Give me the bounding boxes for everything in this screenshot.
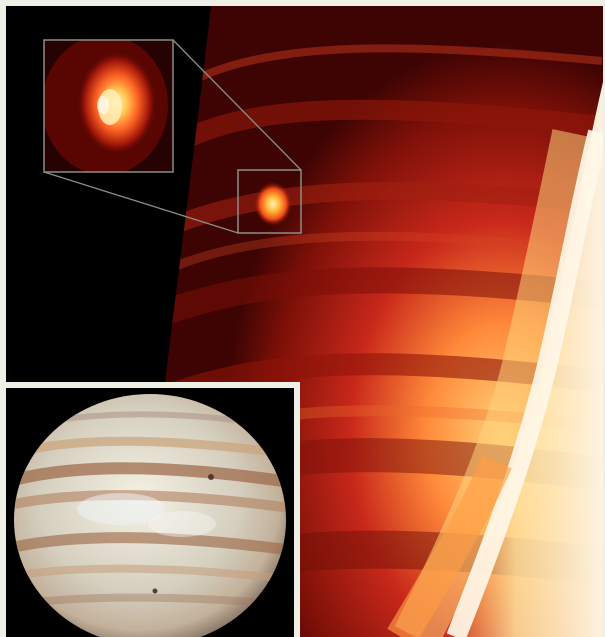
zoom-connector-top bbox=[172, 39, 302, 171]
impact-zoom-panel bbox=[44, 40, 173, 172]
visible-jupiter-inset-frame bbox=[0, 382, 300, 637]
impact-zoom-frame bbox=[43, 39, 174, 173]
impact-selection-box bbox=[237, 169, 302, 234]
infrared-jupiter-svg bbox=[6, 6, 603, 637]
impact-spot bbox=[254, 182, 292, 226]
infrared-jupiter-image bbox=[6, 6, 603, 637]
visible-jupiter-svg bbox=[6, 388, 294, 637]
zoom-connector-bottom bbox=[43, 171, 239, 234]
bright-limb-glow bbox=[387, 82, 603, 637]
visible-jupiter-inset bbox=[6, 388, 294, 637]
